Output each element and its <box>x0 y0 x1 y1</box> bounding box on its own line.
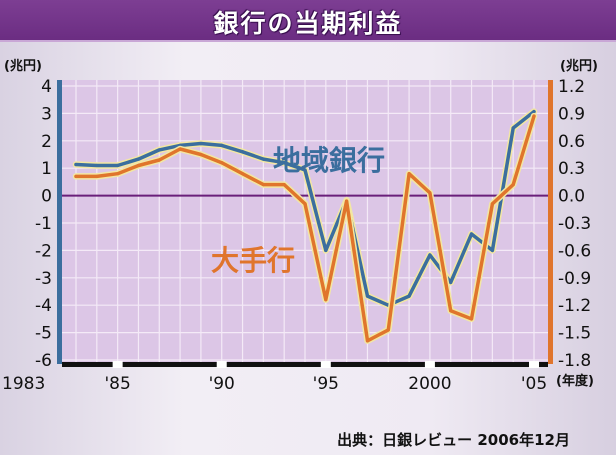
left-axis-unit: (兆円) <box>4 58 42 74</box>
data-point-major <box>324 298 328 302</box>
data-point-major <box>428 191 432 195</box>
data-point-major <box>386 328 390 332</box>
data-point-major <box>240 172 245 176</box>
data-point-regional <box>490 248 494 252</box>
title-bar: 銀行の当期利益 <box>0 0 616 42</box>
page-title: 銀行の当期利益 <box>213 9 403 38</box>
data-point-regional <box>407 294 411 298</box>
x-axis-gap <box>529 361 539 368</box>
x-tick-label: '95 <box>313 374 339 394</box>
left-tick-label: 2 <box>41 132 52 152</box>
right-tick-label: -0.9 <box>558 269 591 289</box>
data-point-major <box>469 317 474 321</box>
right-tick-label: 0.9 <box>558 104 585 124</box>
x-axis-gap <box>216 361 227 368</box>
x-axis-unit: (年度) <box>556 373 594 389</box>
left-axis-bar <box>57 80 62 364</box>
data-point-major <box>490 202 494 206</box>
data-point-regional <box>428 253 432 257</box>
x-tick-label: '90 <box>209 374 235 394</box>
series-layer <box>72 108 538 345</box>
left-tick-label: -4 <box>35 296 52 316</box>
left-tick-label: 3 <box>41 104 52 124</box>
data-point-major <box>303 202 307 206</box>
right-tick-label: 0.6 <box>558 132 585 152</box>
data-point-regional <box>157 148 161 152</box>
x-axis-line <box>62 362 548 367</box>
x-tick-label: '05 <box>521 374 547 394</box>
data-point-major <box>511 183 515 187</box>
series-label-regional: 地域銀行 <box>273 144 385 177</box>
left-tick-label: -5 <box>35 324 52 344</box>
x-axis-ticks: 1983 '85 '90 '95 2000 '05 <box>2 374 547 394</box>
data-point-major <box>199 152 203 157</box>
data-point-major <box>178 147 182 151</box>
left-tick-label: -6 <box>35 351 52 371</box>
right-tick-label: -1.2 <box>558 296 591 316</box>
left-tick-label: -2 <box>35 241 52 261</box>
right-tick-label: 0.0 <box>558 187 585 207</box>
data-point-major <box>74 174 78 179</box>
right-tick-label: 0.3 <box>558 159 585 179</box>
x-axis-gap <box>320 361 331 368</box>
right-tick-label: 1.2 <box>558 77 585 97</box>
data-point-regional <box>303 168 307 172</box>
data-point-regional <box>261 157 265 161</box>
data-point-regional <box>136 157 141 161</box>
data-point-major <box>407 172 411 176</box>
right-axis-ticks: 1.2 0.9 0.6 0.3 0.0 -0.3 -0.6 -0.9 -1.2 -1.5 -1.8 <box>558 77 591 371</box>
data-point-regional <box>116 163 120 168</box>
right-axis-unit: (兆円) <box>560 58 598 74</box>
data-point-regional <box>511 126 515 130</box>
left-tick-label: -1 <box>35 214 52 234</box>
left-tick-label: 0 <box>41 187 52 207</box>
right-axis-bar <box>548 80 553 364</box>
right-tick-label: -0.6 <box>558 241 591 261</box>
x-axis-gap <box>112 361 123 368</box>
left-axis-ticks: 4 3 2 1 0 -1 -2 -3 -4 -5 -6 <box>35 77 52 371</box>
right-tick-label: -1.8 <box>558 351 591 371</box>
x-tick-label: '85 <box>104 374 130 394</box>
x-tick-label: 2000 <box>408 374 451 394</box>
data-point-major <box>220 161 224 165</box>
x-axis-bar <box>62 361 548 368</box>
data-point-major <box>282 183 286 187</box>
data-point-major <box>345 199 349 203</box>
data-point-regional <box>74 162 78 167</box>
data-point-regional <box>469 232 474 236</box>
left-tick-label: -3 <box>35 269 52 289</box>
data-point-regional <box>220 143 224 147</box>
left-tick-label: 4 <box>41 77 52 97</box>
data-point-major <box>95 174 99 179</box>
x-tick-label: 1983 <box>2 374 45 394</box>
data-point-regional <box>532 109 536 114</box>
source-note: 出典：日銀レビュー 2006年12月 <box>337 431 570 449</box>
right-tick-label: -0.3 <box>558 214 591 234</box>
data-point-regional <box>365 294 370 298</box>
data-point-major <box>532 114 536 118</box>
data-point-major <box>365 339 370 343</box>
right-tick-label: -1.5 <box>558 324 591 344</box>
data-point-major <box>261 183 265 187</box>
left-tick-label: 1 <box>41 159 52 179</box>
data-point-regional <box>95 163 99 168</box>
x-axis-gap <box>424 361 435 368</box>
data-point-regional <box>240 150 245 154</box>
data-point-major <box>136 163 141 168</box>
data-point-regional <box>199 141 203 146</box>
data-point-regional <box>324 248 328 252</box>
data-point-major <box>116 172 120 176</box>
data-point-regional <box>449 280 453 284</box>
data-point-major <box>157 158 161 162</box>
data-point-regional <box>282 161 286 165</box>
data-point-major <box>449 309 453 313</box>
series-label-major: 大手行 <box>211 244 295 277</box>
